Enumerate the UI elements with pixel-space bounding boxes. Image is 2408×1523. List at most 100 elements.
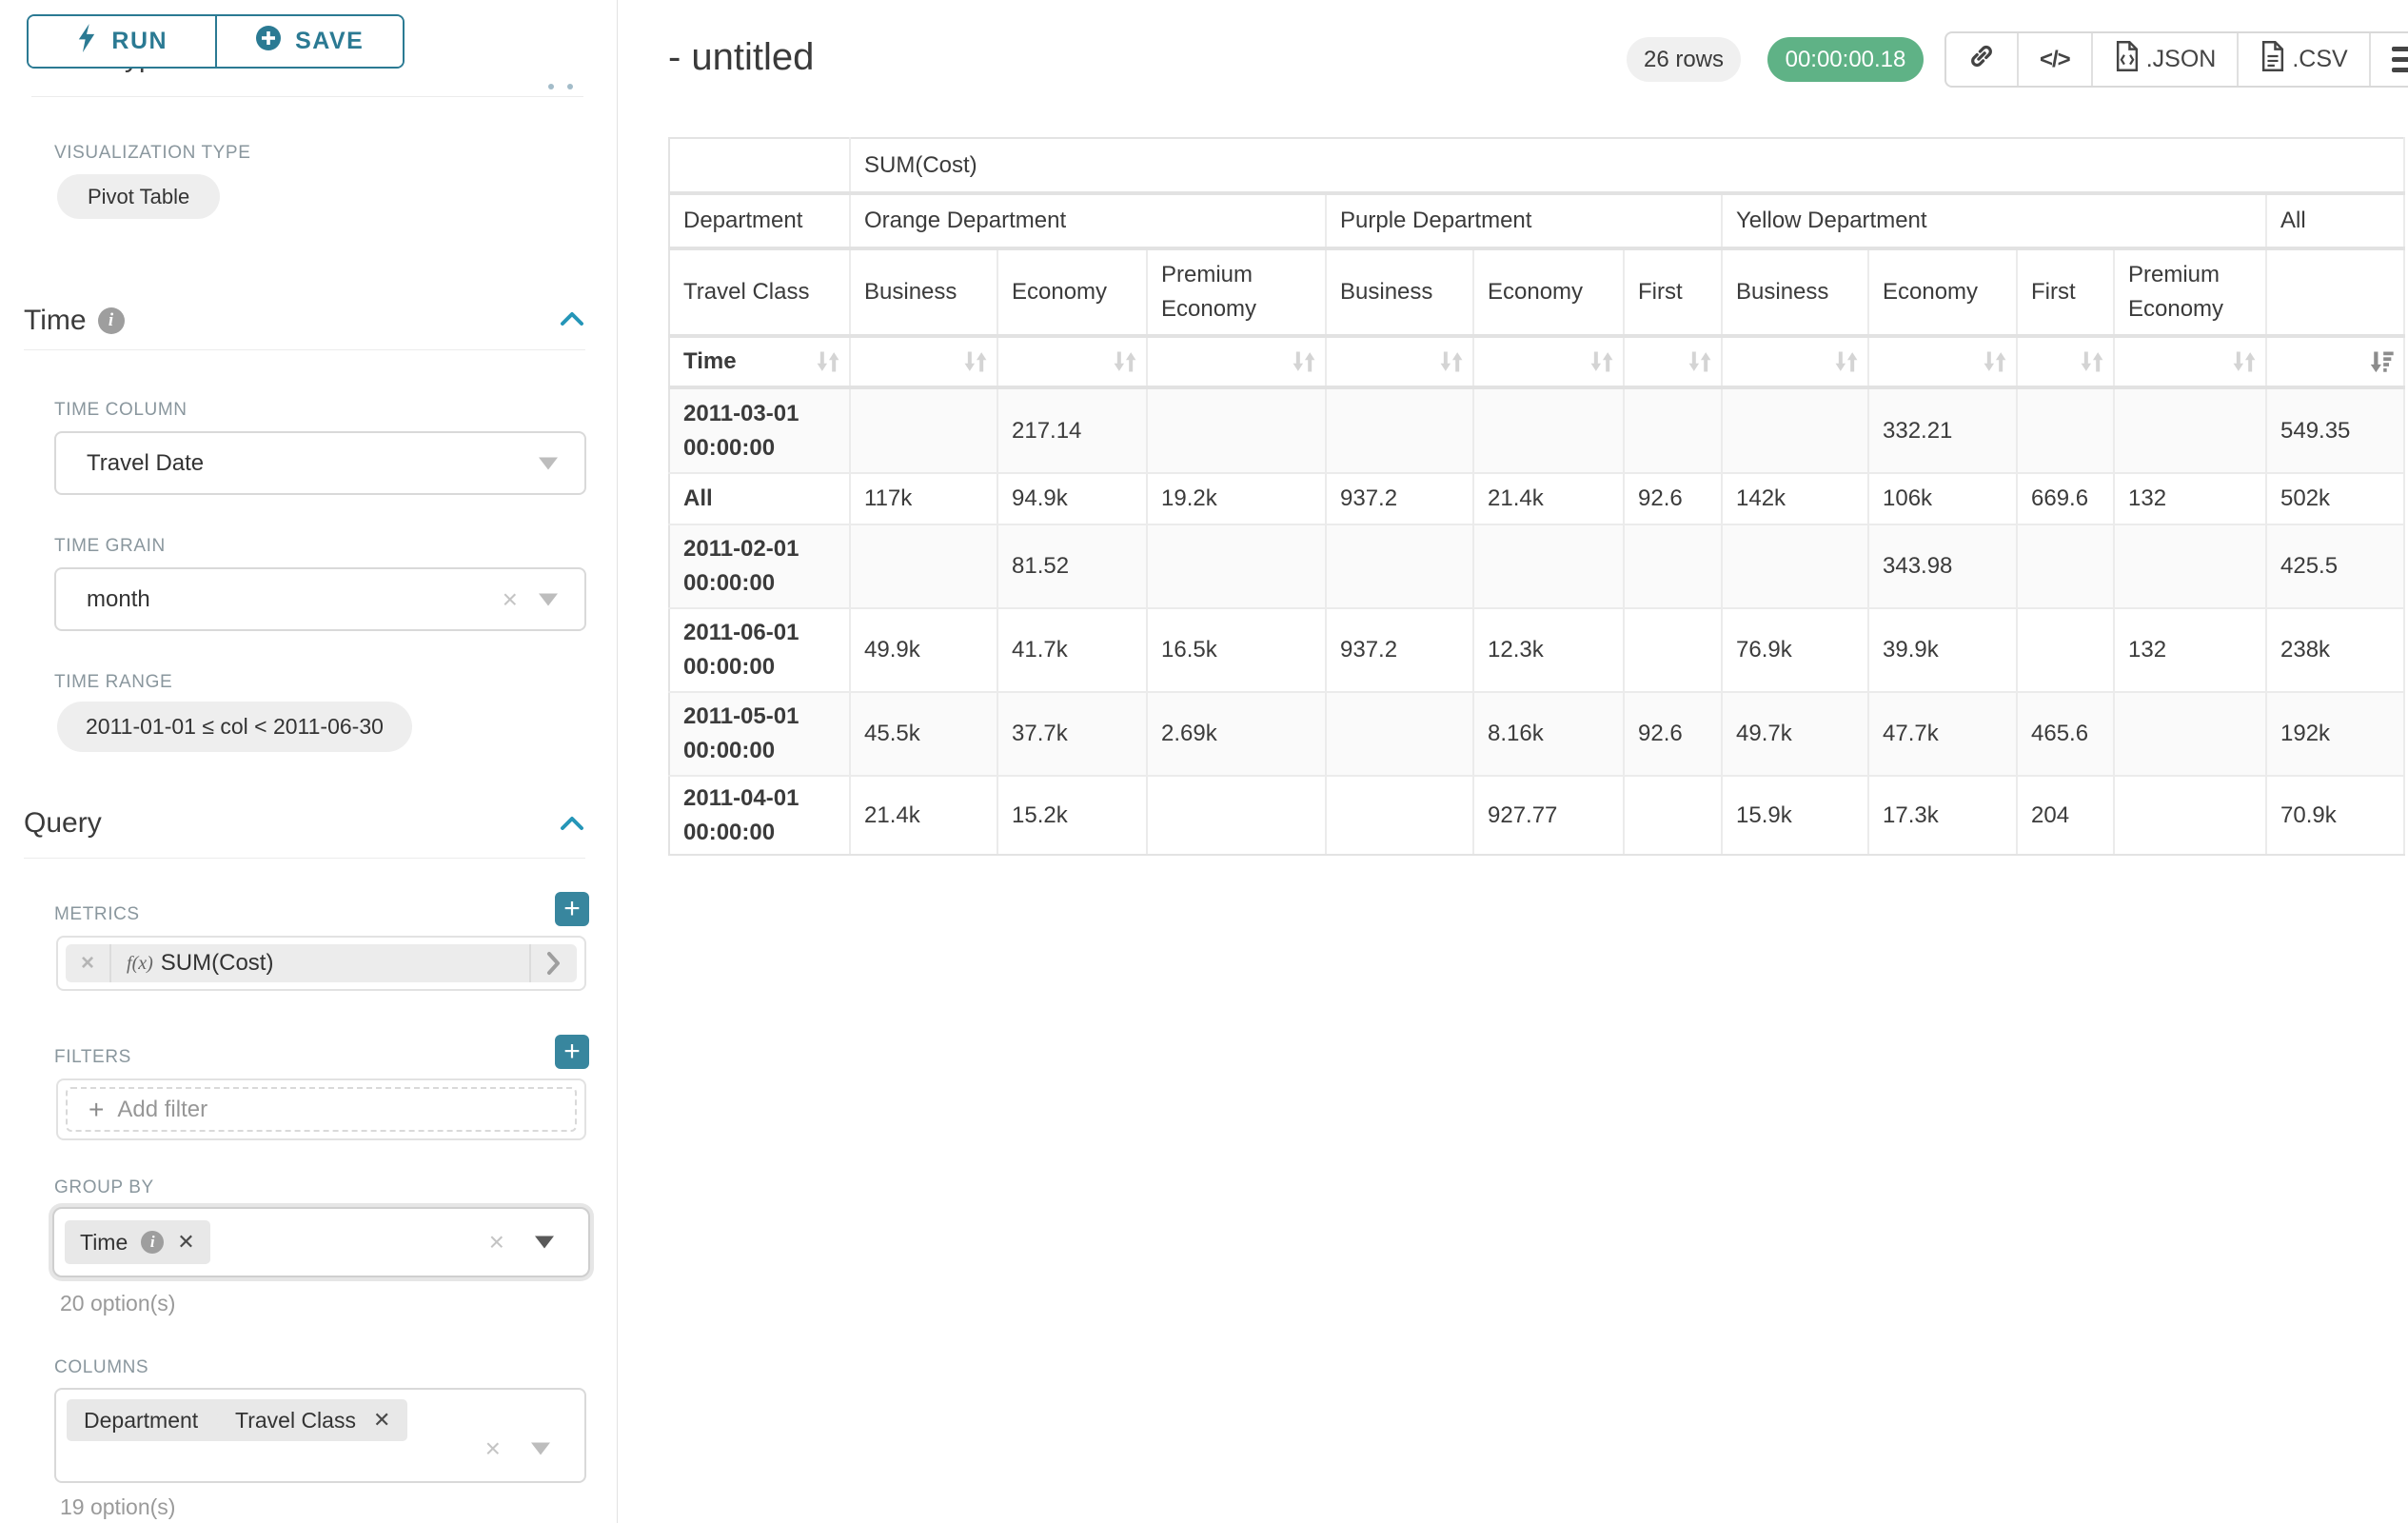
remove-chip-icon[interactable]: ✕ bbox=[177, 1230, 195, 1254]
export-csv-button[interactable]: .CSV bbox=[2237, 33, 2368, 86]
time-range-value: 2011-01-01 ≤ col < 2011-06-30 bbox=[86, 714, 384, 739]
group-by-select[interactable]: Time i ✕ × bbox=[52, 1207, 590, 1277]
link-icon bbox=[1967, 42, 1996, 77]
chart-title[interactable]: - untitled bbox=[668, 36, 815, 78]
value-cell bbox=[850, 387, 998, 474]
row-header-cell: 2011-03-01 00:00:00 bbox=[668, 387, 851, 474]
sort-header-cell bbox=[1473, 336, 1625, 389]
value-cell: 76.9k bbox=[1722, 608, 1869, 693]
value-cell bbox=[2017, 387, 2115, 474]
travel-class-header: Business bbox=[1722, 248, 1869, 338]
scroll-artifact-dot bbox=[567, 84, 573, 89]
time-column-select[interactable]: Travel Date bbox=[54, 431, 586, 495]
value-cell bbox=[2114, 387, 2267, 474]
sort-header-cell bbox=[1722, 336, 1869, 389]
metric-chip[interactable]: × f(x) SUM(Cost) bbox=[66, 944, 577, 982]
query-duration-badge: 00:00:00.18 bbox=[1767, 37, 1924, 82]
add-filter-label: Add filter bbox=[117, 1096, 208, 1122]
add-filter-plus-button[interactable]: + bbox=[555, 1035, 589, 1069]
group-by-chip[interactable]: Time i ✕ bbox=[65, 1220, 210, 1264]
value-cell: 70.9k bbox=[2266, 776, 2406, 856]
viz-type-chip[interactable]: Pivot Table bbox=[57, 174, 221, 219]
view-query-button[interactable]: </> bbox=[2017, 33, 2091, 86]
pivot-table: SUM(Cost) Department Orange Department Purp… bbox=[668, 137, 2406, 856]
run-save-button-group: RUN SAVE bbox=[27, 14, 405, 69]
clear-icon[interactable]: × bbox=[488, 1227, 504, 1256]
collapse-query-chevron-icon[interactable] bbox=[558, 813, 586, 839]
value-cell bbox=[2114, 776, 2267, 856]
add-filter-button[interactable]: + Add filter bbox=[66, 1087, 577, 1132]
value-cell: 41.7k bbox=[997, 608, 1148, 693]
value-cell bbox=[1624, 776, 1723, 856]
department-group-header: Orange Department bbox=[850, 193, 1327, 250]
value-cell: 49.9k bbox=[850, 608, 998, 693]
filters-box: + Add filter bbox=[56, 1078, 586, 1140]
remove-chip-icon[interactable]: ✕ bbox=[372, 1408, 391, 1432]
value-cell bbox=[1326, 524, 1474, 609]
plus-circle-icon bbox=[255, 25, 282, 58]
sort-icon[interactable] bbox=[1438, 348, 1465, 375]
time-range-label: TIME RANGE bbox=[54, 672, 173, 692]
chevron-down-icon bbox=[531, 1442, 550, 1455]
sort-icon[interactable] bbox=[1291, 348, 1317, 375]
sort-icon[interactable] bbox=[1982, 348, 2008, 375]
control-panel: Chart Type RUN SAVE VISUALIZATION TYPE P… bbox=[0, 0, 618, 1523]
sort-icon[interactable] bbox=[962, 348, 989, 375]
info-icon: i bbox=[141, 1231, 165, 1254]
value-cell bbox=[1473, 524, 1625, 609]
value-cell: 937.2 bbox=[1326, 473, 1474, 525]
columns-label: COLUMNS bbox=[54, 1357, 149, 1377]
collapse-time-chevron-icon[interactable] bbox=[558, 308, 586, 334]
sort-icon[interactable] bbox=[2231, 348, 2258, 375]
columns-chip-label: Department bbox=[84, 1407, 199, 1433]
menu-button[interactable] bbox=[2368, 33, 2408, 86]
save-button[interactable]: SAVE bbox=[214, 16, 403, 67]
sort-descending-icon[interactable] bbox=[2369, 348, 2396, 375]
viz-type-value: Pivot Table bbox=[88, 184, 190, 208]
value-cell bbox=[1326, 387, 1474, 474]
add-metric-button[interactable]: + bbox=[555, 892, 589, 926]
row-header-cell: 2011-04-01 00:00:00 bbox=[668, 776, 851, 856]
travel-class-header: Premium Economy bbox=[2114, 248, 2267, 338]
time-dim-header: Time bbox=[668, 336, 851, 389]
time-grain-value: month bbox=[87, 585, 150, 612]
columns-chip[interactable]: Travel Class ✕ bbox=[218, 1399, 408, 1441]
sort-icon[interactable] bbox=[1833, 348, 1860, 375]
value-cell: 192k bbox=[2266, 692, 2406, 777]
row-header-cell: 2011-06-01 00:00:00 bbox=[668, 608, 851, 693]
value-cell bbox=[1473, 387, 1625, 474]
clear-icon[interactable]: × bbox=[484, 1434, 501, 1463]
row-header-cell: 2011-02-01 00:00:00 bbox=[668, 524, 851, 609]
sort-icon[interactable] bbox=[815, 348, 841, 375]
query-section-title: Query bbox=[24, 807, 102, 839]
columns-option-count: 19 option(s) bbox=[60, 1494, 176, 1519]
copy-link-button[interactable] bbox=[1946, 33, 2017, 86]
run-button[interactable]: RUN bbox=[29, 16, 215, 67]
sort-icon[interactable] bbox=[1589, 348, 1615, 375]
value-cell: 39.9k bbox=[1868, 608, 2018, 693]
section-divider bbox=[31, 96, 583, 97]
sort-icon[interactable] bbox=[1687, 348, 1713, 375]
run-button-label: RUN bbox=[111, 28, 168, 54]
travel-class-header: Economy bbox=[1473, 248, 1625, 338]
clear-icon[interactable]: × bbox=[502, 583, 518, 614]
lightning-icon bbox=[75, 24, 98, 59]
remove-metric-icon[interactable]: × bbox=[66, 944, 112, 982]
value-cell: 132 bbox=[2114, 473, 2267, 525]
time-range-chip[interactable]: 2011-01-01 ≤ col < 2011-06-30 bbox=[57, 702, 412, 752]
value-cell bbox=[1326, 776, 1474, 856]
sort-icon[interactable] bbox=[2079, 348, 2105, 375]
export-json-button[interactable]: .JSON bbox=[2090, 33, 2238, 86]
sort-icon[interactable] bbox=[1112, 348, 1138, 375]
file-text-icon bbox=[2260, 41, 2286, 78]
value-cell bbox=[1624, 387, 1723, 474]
expand-metric-chevron-icon[interactable] bbox=[529, 944, 577, 982]
value-cell: 425.5 bbox=[2266, 524, 2406, 609]
value-cell bbox=[1722, 387, 1869, 474]
value-cell: 47.7k bbox=[1868, 692, 2018, 777]
columns-select[interactable]: Department ✕ Travel Class ✕ × bbox=[54, 1388, 586, 1483]
sort-header-cell bbox=[1147, 336, 1327, 389]
pivot-corner-cell bbox=[668, 137, 851, 195]
time-grain-select[interactable]: month × bbox=[54, 567, 586, 631]
value-cell: 502k bbox=[2266, 473, 2406, 525]
